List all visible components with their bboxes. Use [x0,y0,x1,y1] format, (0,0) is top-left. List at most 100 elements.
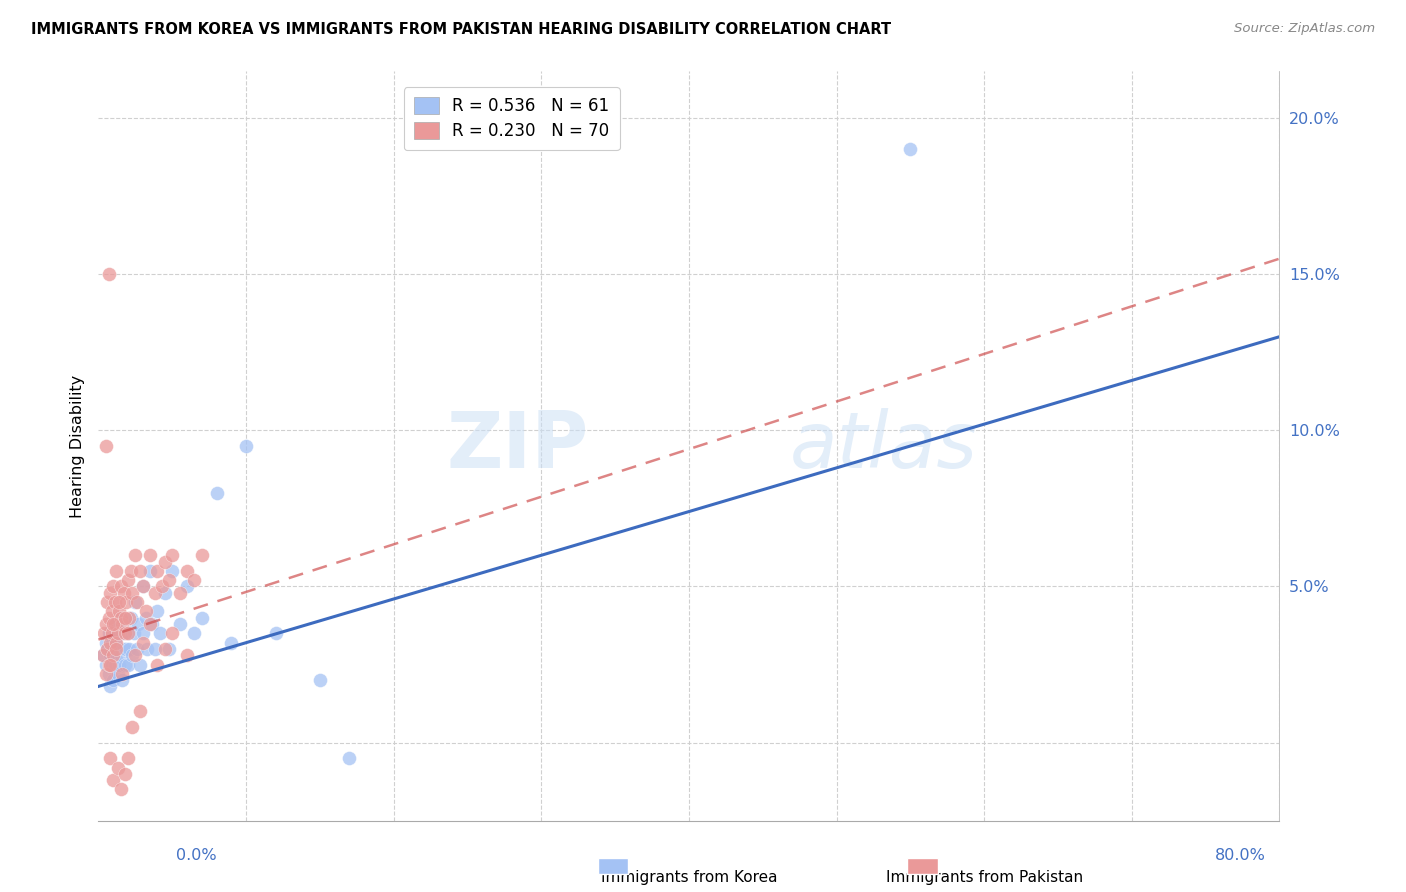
Point [118,642,141,657]
Text: Immigrants from Korea: Immigrants from Korea [600,870,778,885]
Point [98,680,121,694]
Text: 0.0%: 0.0% [176,848,217,863]
Point [97,657,120,672]
Point [176,564,198,578]
Point [97,268,120,282]
Point [114,626,136,640]
Point [110,611,132,625]
Point [96,642,118,657]
Text: 80.0%: 80.0% [1215,848,1265,863]
Point [132,626,155,640]
Point [108,657,131,672]
Point [149,626,172,640]
Point [235,439,257,453]
Point [118,611,141,625]
Point [110,782,132,797]
Point [91,648,114,662]
Point [162,626,183,640]
Text: ZIP: ZIP [446,408,589,484]
Point [110,648,132,662]
Point [121,720,143,734]
Point [153,642,176,657]
Point [139,617,162,632]
Point [100,626,122,640]
Point [128,705,150,719]
Point [122,626,145,640]
Point [100,635,122,649]
Point [103,673,125,688]
Point [124,595,146,609]
Point [135,611,157,625]
Point [107,760,129,774]
Point [100,605,122,619]
Point [114,611,136,625]
Point [111,673,134,688]
Point [128,564,150,578]
Point [111,626,134,640]
Point [117,626,139,640]
Point [98,635,121,649]
Point [117,751,139,765]
Point [120,564,142,578]
Point [135,605,157,619]
Point [103,617,125,632]
Point [124,648,146,662]
Point [146,564,169,578]
Point [157,642,180,657]
Point [117,574,139,588]
Point [94,667,117,681]
Point [110,580,132,594]
Point [108,605,131,619]
Point [221,635,243,649]
Point [91,648,114,662]
Point [132,635,155,649]
Point [143,642,166,657]
Point [104,617,127,632]
Text: atlas: atlas [789,408,977,484]
Point [98,648,121,662]
Point [183,574,205,588]
Point [124,548,146,563]
Point [100,657,122,672]
Point [114,617,136,632]
Point [115,642,138,657]
Point [139,548,162,563]
Point [191,548,214,563]
Point [114,767,136,781]
Point [162,548,183,563]
Point [162,564,183,578]
Point [103,617,125,632]
Point [153,586,176,600]
Point [96,595,118,609]
Point [146,605,169,619]
Point [103,642,125,657]
Point [125,595,148,609]
Y-axis label: Hearing Disability: Hearing Disability [69,375,84,517]
Point [98,657,121,672]
Point [176,648,198,662]
Point [98,586,121,600]
Point [107,626,129,640]
Point [191,611,214,625]
Point [141,617,163,632]
Point [176,580,198,594]
Point [93,626,115,640]
Point [150,580,173,594]
Point [103,772,125,788]
Point [121,648,143,662]
Point [115,595,138,609]
Point [104,657,127,672]
Point [94,657,117,672]
Point [900,142,922,157]
Point [94,635,117,649]
Point [125,642,148,657]
Point [128,657,150,672]
Point [114,657,136,672]
Text: IMMIGRANTS FROM KOREA VS IMMIGRANTS FROM PAKISTAN HEARING DISABILITY CORRELATION: IMMIGRANTS FROM KOREA VS IMMIGRANTS FROM… [31,22,891,37]
Point [97,611,120,625]
Point [97,667,120,681]
Point [112,642,135,657]
Point [94,439,117,453]
Legend: R = 0.536   N = 61, R = 0.230   N = 70: R = 0.536 N = 61, R = 0.230 N = 70 [404,87,620,150]
Point [104,632,127,647]
